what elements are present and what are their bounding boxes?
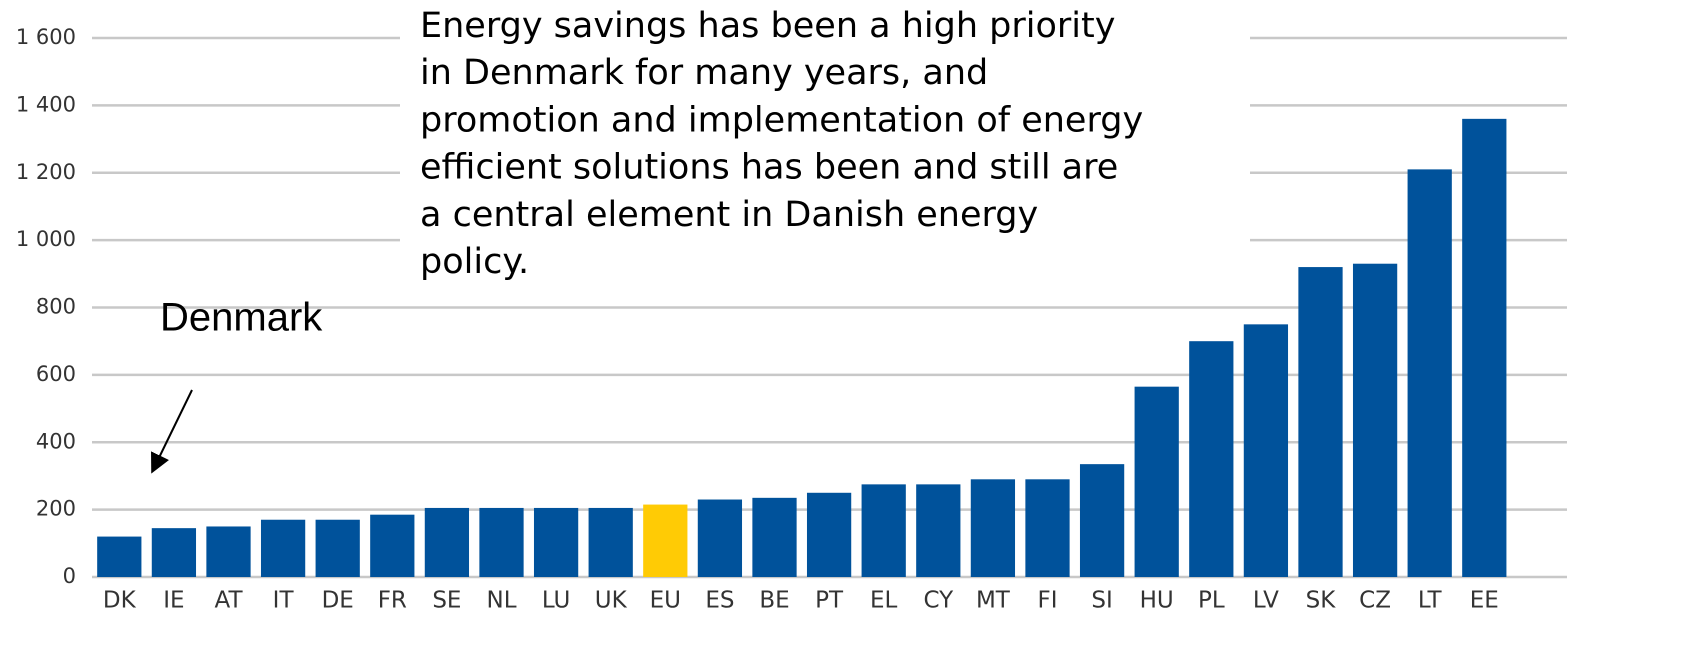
x-tick-label: IE (163, 588, 184, 614)
x-tick-label: AT (215, 588, 244, 614)
y-tick-label: 1 000 (16, 227, 76, 251)
bar (1189, 341, 1234, 577)
x-tick-label: PL (1198, 588, 1225, 614)
y-tick-label: 1 600 (16, 25, 76, 49)
bar (260, 519, 306, 577)
bar (588, 507, 633, 577)
bar (206, 526, 251, 577)
x-tick-label: EU (650, 588, 681, 614)
bar (424, 507, 470, 577)
bar (916, 484, 961, 577)
x-tick-label: DE (322, 588, 354, 614)
x-tick-label: FR (378, 588, 407, 614)
bar (97, 536, 142, 577)
bar (752, 497, 797, 577)
x-tick-label: BE (759, 588, 789, 614)
x-tick-label: LU (542, 588, 571, 614)
x-tick-label: UK (595, 588, 628, 614)
x-tick-label: FI (1037, 588, 1057, 614)
y-tick-label: 0 (63, 564, 76, 588)
arrow (151, 389, 193, 474)
bar (1025, 479, 1070, 577)
x-tick-label: LV (1253, 588, 1279, 614)
x-tick-label: LT (1418, 588, 1443, 614)
bar (1407, 169, 1452, 577)
x-tick-label: EL (870, 588, 898, 614)
x-tick-label: DK (103, 588, 137, 614)
annotation-line: Energy savings has been a high priority (420, 6, 1115, 46)
bar (970, 479, 1016, 577)
y-tick-label: 200 (36, 497, 76, 521)
y-tick-label: 800 (36, 295, 76, 319)
bar (806, 492, 852, 577)
x-tick-label: SI (1091, 588, 1112, 614)
x-tick-label: ES (705, 588, 734, 614)
annotation-line: efficient solutions has been and still a… (420, 148, 1118, 188)
annotation-box (400, 0, 1250, 292)
x-tick-label: CY (923, 588, 954, 614)
bar (370, 514, 415, 577)
bar (315, 519, 360, 577)
bar (861, 484, 906, 577)
bar (1352, 263, 1398, 577)
bar (697, 499, 743, 577)
bar (151, 528, 197, 577)
annotation-line: promotion and implementation of energy (420, 100, 1143, 140)
y-tick-label: 1 200 (16, 160, 76, 184)
bar (1462, 118, 1507, 577)
x-tick-label: IT (273, 588, 295, 614)
x-tick-label: SE (432, 588, 461, 614)
bar (533, 507, 579, 577)
annotation-line: policy. (420, 242, 529, 282)
x-tick-label: SK (1306, 588, 1337, 614)
bar (1298, 267, 1343, 577)
annotation-line: a central element in Danish energy (420, 195, 1038, 235)
bar (1243, 324, 1289, 577)
bar (1079, 464, 1125, 577)
bar (479, 507, 524, 577)
x-tick-label: CZ (1359, 588, 1391, 614)
annotation-line: in Denmark for many years, and (420, 53, 988, 93)
y-tick-label: 1 400 (16, 92, 76, 116)
x-tick-label: MT (976, 588, 1011, 614)
bar (643, 504, 688, 577)
x-tick-label: EE (1470, 588, 1499, 614)
callout: Denmark (160, 296, 323, 340)
y-tick-label: 600 (36, 362, 76, 386)
x-tick-label: HU (1140, 588, 1174, 614)
bar (1134, 386, 1179, 577)
x-tick-label: NL (486, 588, 516, 614)
y-tick-label: 400 (36, 429, 76, 453)
x-tick-label: PT (815, 588, 844, 614)
